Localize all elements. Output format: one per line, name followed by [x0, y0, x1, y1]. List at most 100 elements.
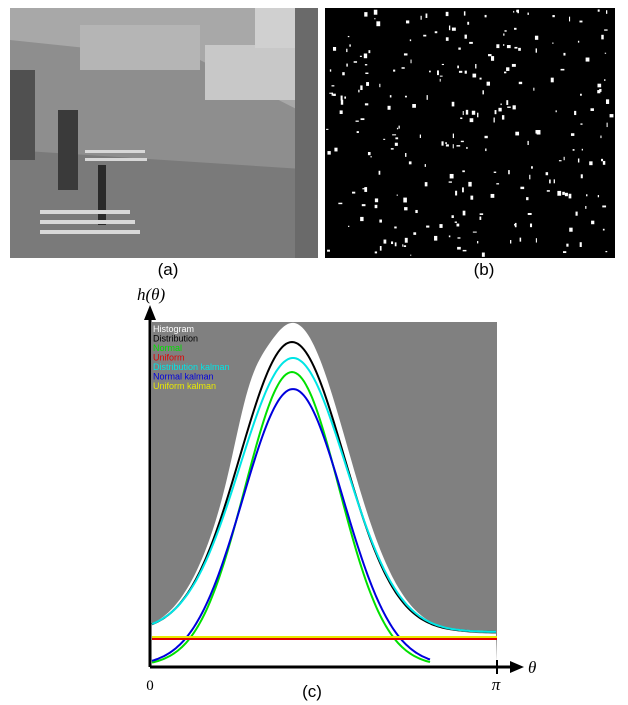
speckle [448, 25, 451, 31]
speckle [518, 81, 523, 85]
speckle [469, 41, 473, 44]
caption: (a) [158, 260, 179, 279]
speckle [475, 63, 477, 69]
speckle [602, 228, 605, 231]
speckle [577, 158, 580, 163]
speckle [346, 48, 348, 53]
speckle [562, 191, 565, 195]
speckle [405, 153, 407, 157]
speckle [591, 220, 595, 225]
speckle [456, 145, 461, 147]
speckle [557, 190, 562, 196]
speckle [577, 40, 580, 43]
speckle [451, 215, 454, 219]
speckle [374, 251, 378, 254]
speckle [572, 149, 575, 151]
speckle [498, 107, 502, 112]
y-axis-label: h(θ) [137, 285, 166, 304]
speckle [503, 44, 505, 46]
speckle [506, 100, 509, 105]
speckle [508, 170, 510, 175]
speckle [364, 187, 368, 192]
plot: HistogramDistributionNormalUniformDistri… [151, 322, 497, 664]
speckle [464, 70, 467, 74]
speckle [515, 131, 520, 136]
speckle [423, 34, 427, 37]
speckle [558, 160, 562, 162]
speckle [479, 216, 482, 220]
speckle [365, 72, 369, 75]
speckle [339, 110, 343, 115]
speckle [332, 46, 337, 51]
speckle [470, 195, 474, 200]
speckle [334, 147, 338, 152]
speckle [387, 105, 391, 110]
speckle [394, 142, 398, 146]
speckle [393, 69, 396, 72]
speckle [415, 209, 418, 214]
speckle [604, 79, 606, 81]
speckle [579, 242, 582, 247]
speckle [490, 56, 495, 61]
speckle [364, 64, 368, 66]
speckle [580, 174, 583, 179]
speckle [580, 123, 583, 125]
speckle [396, 194, 398, 196]
speckle [333, 93, 336, 97]
speckle [485, 148, 487, 152]
speckle [439, 224, 443, 228]
speckle [410, 254, 412, 256]
speckle [373, 9, 378, 15]
speckle [378, 170, 381, 175]
caption: (b) [474, 260, 495, 279]
speckle [396, 127, 399, 130]
histogram [152, 322, 497, 662]
speckle [519, 237, 522, 242]
speckle [398, 125, 400, 129]
speckle [545, 172, 549, 176]
speckle [585, 205, 587, 209]
x-end-label: π [492, 675, 501, 694]
speckle [457, 237, 461, 239]
speckle [566, 243, 569, 247]
speckle [604, 29, 608, 31]
speckle [409, 39, 412, 42]
speckle [526, 197, 529, 201]
speckle [605, 250, 608, 253]
speckle [364, 103, 369, 106]
speckle [585, 57, 590, 62]
speckle [529, 174, 531, 180]
speckle [518, 47, 521, 51]
speckle [441, 141, 444, 146]
speckle [374, 204, 378, 209]
speckle [586, 194, 588, 197]
speckle [466, 146, 468, 149]
speckle [481, 252, 485, 257]
speckle [439, 78, 441, 82]
speckle [511, 63, 516, 67]
speckle [514, 46, 518, 49]
speckle [479, 77, 482, 80]
speckle [340, 99, 344, 105]
speckle [468, 181, 472, 187]
legend-entry: Normal [153, 343, 182, 353]
speckle [452, 133, 454, 139]
speckle [429, 70, 431, 73]
speckle [338, 202, 343, 205]
speckle [462, 170, 465, 173]
curve [151, 388, 431, 662]
speckle [462, 249, 467, 252]
speckle [555, 110, 557, 113]
speckle [535, 238, 537, 243]
photo-b [325, 8, 615, 258]
legend-entry: Distribution [153, 334, 198, 344]
speckle [600, 135, 602, 139]
speckle [472, 231, 477, 233]
speckle [527, 12, 529, 15]
speckle [405, 20, 410, 24]
speckle [490, 193, 495, 198]
speckle [479, 213, 484, 215]
speckle [356, 131, 359, 134]
speckle [364, 12, 368, 17]
speckle [404, 207, 408, 211]
